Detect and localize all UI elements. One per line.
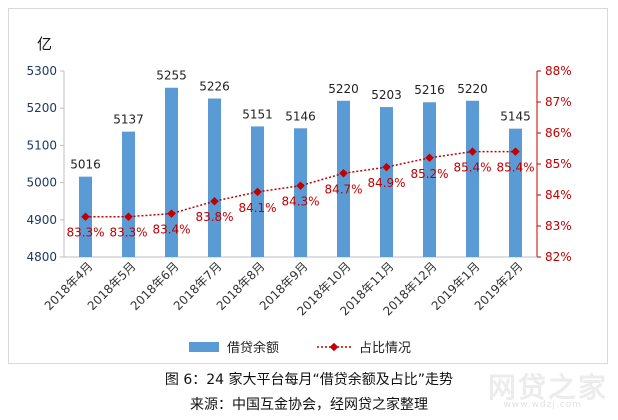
series-line bbox=[85, 150, 516, 218]
line-data-label: 85.4% bbox=[496, 161, 534, 175]
bar-data-label: 5220 bbox=[328, 82, 359, 96]
bar bbox=[509, 128, 522, 257]
line-data-label: 84.7% bbox=[324, 182, 362, 196]
right-axis-tick-label: 88% bbox=[545, 64, 572, 78]
watermark-logo: 网贷之家 bbox=[487, 371, 608, 404]
right-axis-tick-label: 82% bbox=[545, 250, 572, 264]
line-data-label: 84.3% bbox=[281, 195, 319, 209]
line-data-label: 84.1% bbox=[238, 201, 276, 215]
legend-label-bar: 借贷余额 bbox=[227, 340, 279, 356]
source-caption: 来源：中国互金协会，经网贷之家整理 bbox=[190, 397, 428, 413]
line-data-label: 83.4% bbox=[152, 223, 190, 237]
chart-frame: 4800 4900 5000 5100 5200 5300 亿 82% 83% 84% 85% 86%… bbox=[8, 8, 608, 364]
left-axis-tick-label: 5200 bbox=[26, 101, 57, 115]
watermark-url: www.wdzj.com bbox=[503, 400, 582, 410]
line-marker bbox=[339, 169, 348, 178]
bar-data-label: 5220 bbox=[457, 82, 488, 96]
bar bbox=[380, 107, 393, 257]
bar bbox=[165, 87, 178, 258]
bar-data-label: 5255 bbox=[156, 69, 187, 83]
bar-data-label: 5151 bbox=[242, 107, 273, 121]
bar-data-label: 5226 bbox=[199, 80, 230, 94]
right-axis-tick-label: 86% bbox=[545, 126, 572, 140]
legend-swatch-bar bbox=[189, 342, 219, 352]
right-axis-tick-label: 84% bbox=[545, 188, 572, 202]
line-data-label: 83.3% bbox=[109, 226, 147, 240]
bar bbox=[122, 131, 135, 257]
bar bbox=[294, 128, 307, 257]
bar-data-label: 5146 bbox=[285, 109, 316, 123]
bar-data-label: 5016 bbox=[70, 158, 101, 172]
line-marker bbox=[425, 153, 434, 163]
left-axis-tick-label: 5100 bbox=[26, 138, 57, 152]
bar bbox=[337, 100, 350, 257]
line-marker bbox=[382, 162, 391, 172]
line-data-label: 85.4% bbox=[453, 161, 491, 175]
bar-data-label: 5137 bbox=[113, 113, 144, 127]
legend-marker-line bbox=[329, 342, 339, 352]
bar-data-label: 5145 bbox=[500, 110, 531, 124]
line-marker bbox=[468, 147, 477, 156]
left-axis-tick-label: 5300 bbox=[26, 64, 57, 78]
line-data-label: 84.9% bbox=[367, 176, 405, 190]
bar-data-label: 5203 bbox=[371, 88, 402, 102]
bar-data-label: 5216 bbox=[414, 83, 445, 97]
line-marker bbox=[210, 196, 219, 206]
bar bbox=[466, 100, 479, 257]
left-axis-unit: 亿 bbox=[37, 35, 52, 53]
right-axis-tick-label: 83% bbox=[545, 219, 572, 233]
left-axis-tick-label: 4800 bbox=[26, 250, 57, 264]
line-marker bbox=[253, 187, 262, 197]
legend-label-line: 占比情况 bbox=[359, 341, 411, 356]
bar bbox=[423, 102, 436, 257]
line-marker bbox=[167, 209, 176, 218]
right-axis-tick-label: 85% bbox=[545, 157, 572, 171]
line-data-label: 83.3% bbox=[66, 226, 104, 240]
line-data-label: 85.2% bbox=[410, 167, 448, 181]
left-axis-tick-label: 5000 bbox=[26, 176, 57, 190]
line-marker bbox=[124, 212, 133, 221]
combo-chart: 4800 4900 5000 5100 5200 5300 亿 82% 83% 84% 85% 86%… bbox=[26, 35, 572, 356]
left-axis-tick-label: 4900 bbox=[26, 213, 57, 227]
line-marker bbox=[81, 212, 90, 221]
line-data-label: 83.8% bbox=[195, 210, 233, 224]
line-marker bbox=[296, 181, 305, 190]
right-axis-tick-label: 87% bbox=[545, 95, 572, 109]
figure-caption: 图 6：24 家大平台每月“借贷余额及占比”走势 bbox=[164, 372, 454, 388]
bar bbox=[208, 98, 221, 257]
